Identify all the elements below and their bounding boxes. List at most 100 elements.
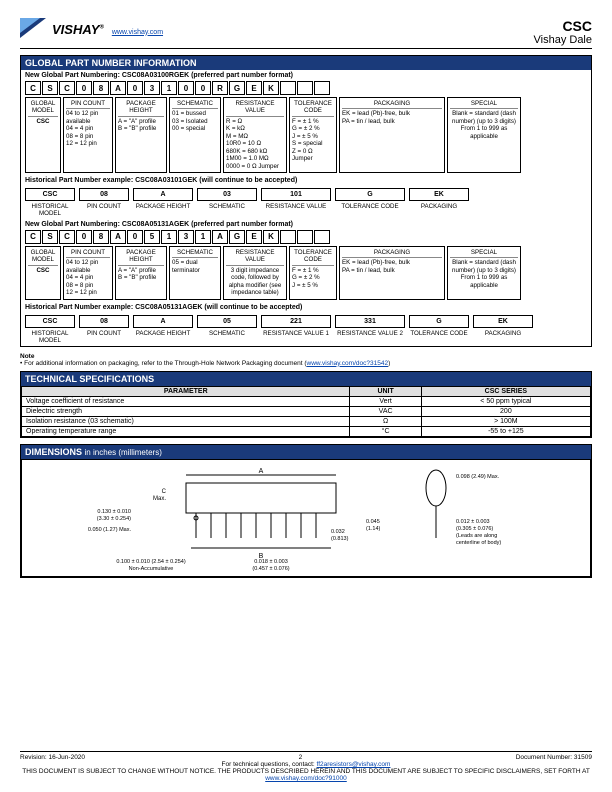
col-v: EK = lead (Pb)-free, bulk PA = tin / lea…: [342, 259, 442, 274]
hist-cell: 331: [335, 315, 405, 328]
col-h: SCHEMATIC: [172, 100, 218, 109]
pn-cell: [314, 81, 330, 95]
spec-table: PARAMETERUNITCSC SERIES Voltage coeffici…: [21, 386, 591, 437]
header-url[interactable]: www.vishay.com: [112, 29, 163, 36]
pn-cell: 8: [93, 81, 109, 95]
hist-cell: EK: [473, 315, 533, 328]
svg-text:0.032(0.813): 0.032(0.813): [331, 529, 349, 542]
pn1-label: New Global Part Numbering: CSC08A03100RG…: [21, 70, 591, 81]
pn-cell: 0: [76, 81, 92, 95]
svg-text:0.018 ± 0.003(0.457 ± 0.076): 0.018 ± 0.003(0.457 ± 0.076): [252, 559, 289, 572]
col-h: PACKAGE HEIGHT: [118, 100, 164, 117]
hist2-label: Historical Part Number example: CSC08A05…: [21, 302, 591, 313]
spec-cell: °C: [350, 426, 421, 436]
contact-label: For technical questions, contact:: [222, 761, 315, 768]
col-h: RESISTANCE VALUE: [226, 100, 284, 117]
col-h: PIN COUNT: [66, 249, 110, 258]
svg-text:0.100 ± 0.010 (2.54 ± 0.254)No: 0.100 ± 0.010 (2.54 ± 0.254)Non-Accumula…: [116, 559, 186, 572]
col-h: GLOBAL MODEL: [28, 249, 58, 266]
note-label: Note: [20, 353, 34, 360]
pn-cell: 8: [93, 230, 109, 244]
header-right: CSC Vishay Dale: [534, 18, 593, 46]
spec-cell: Vert: [350, 396, 421, 406]
svg-text:A: A: [259, 468, 264, 475]
spec-col: UNIT: [350, 386, 421, 396]
hist-cell: 05: [197, 315, 257, 328]
page-subtitle: Vishay Dale: [534, 34, 593, 46]
dim-diagram: A CMax. B 0.130 ± 0.010(3.30 ± 0.254) 0.…: [21, 459, 591, 577]
note-link[interactable]: www.vishay.com/doc?31542: [307, 360, 389, 367]
col-v: A = "A" profile B = "B" profile: [118, 118, 164, 133]
col-h: SPECIAL: [450, 249, 518, 258]
hist1-labels: HISTORICAL MODELPIN COUNTPACKAGE HEIGHTS…: [21, 203, 591, 219]
dim-title: DIMENSIONS: [25, 447, 82, 457]
col-h: SPECIAL: [450, 100, 518, 109]
hist2-labels: HISTORICAL MODELPIN COUNTPACKAGE HEIGHTS…: [21, 330, 591, 346]
col-v: CSC: [28, 118, 58, 125]
hist-label: TOLERANCE CODE: [409, 330, 469, 344]
hist-label: RESISTANCE VALUE: [261, 203, 331, 217]
hist-cell: CSC: [25, 315, 75, 328]
hist-label: RESISTANCE VALUE 2: [335, 330, 405, 344]
pn-cell: G: [229, 81, 245, 95]
pn-cell: E: [246, 230, 262, 244]
col-h: PACKAGING: [342, 100, 442, 109]
pn-cell: C: [25, 230, 41, 244]
spec-cell: VAC: [350, 406, 421, 416]
spec-cell: 200: [421, 406, 590, 416]
pn-cell: S: [42, 230, 58, 244]
pn-cell: A: [110, 230, 126, 244]
spec-cell: Ω: [350, 416, 421, 426]
hist-cell: 08: [79, 188, 129, 201]
brand: VISHAY: [52, 22, 99, 37]
hist-label: HISTORICAL MODEL: [25, 330, 75, 344]
spec-cell: Dielectric strength: [22, 406, 350, 416]
pn-cell: A: [110, 81, 126, 95]
pn-cell: 0: [195, 81, 211, 95]
hist1-row: CSC08A03101GEK: [21, 186, 591, 203]
pn-cell: 1: [195, 230, 211, 244]
col-v: 04 to 12 pin available 04 = 4 pin 08 = 8…: [66, 110, 110, 147]
hist-cell: G: [409, 315, 469, 328]
tech-spec-box: TECHNICAL SPECIFICATIONS PARAMETERUNITCS…: [20, 371, 592, 438]
col-v: F = ± 1 % G = ± 2 % J = ± 5 % S = specia…: [292, 118, 334, 163]
pn-cell: [297, 230, 313, 244]
pn2-cells: CSC08A05131AGEK: [21, 230, 591, 244]
spec-cell: Operating temperature range: [22, 426, 350, 436]
col-h: PIN COUNT: [66, 100, 110, 109]
col-v: R = Ω K = kΩ M = MΩ 10R0 = 10 Ω 680K = 6…: [226, 118, 284, 170]
col-h: PACKAGING: [342, 249, 442, 258]
hist-cell: 101: [261, 188, 331, 201]
svg-text:0.050 (1.27) Max.: 0.050 (1.27) Max.: [88, 527, 132, 533]
hist-cell: 03: [197, 188, 257, 201]
footer: Revision: 16-Jun-2020 2 Document Number:…: [20, 751, 592, 782]
pn-cell: [280, 230, 296, 244]
pn-cell: 3: [144, 81, 160, 95]
hist-cell: A: [133, 188, 193, 201]
contact-email[interactable]: ff2aresistors@vishay.com: [317, 761, 391, 768]
hist2-row: CSC08A05221331GEK: [21, 313, 591, 330]
dimensions-box: DIMENSIONS in inches (millimeters) A CMa…: [20, 444, 592, 578]
svg-text:0.130 ± 0.010(3.30 ± 0.254): 0.130 ± 0.010(3.30 ± 0.254): [97, 509, 131, 522]
pn1-cells: CSC08A03100RGEK: [21, 81, 591, 95]
pn-cell: 0: [76, 230, 92, 244]
hist-label: PACKAGE HEIGHT: [133, 330, 193, 344]
hist-label: PIN COUNT: [79, 203, 129, 217]
spec-cell: Voltage coefficient of resistance: [22, 396, 350, 406]
col-v: Blank = standard (dash number) (up to 3 …: [450, 110, 518, 140]
col-h: TOLERANCE CODE: [292, 249, 334, 266]
pn-cell: [297, 81, 313, 95]
pn-cell: [314, 230, 330, 244]
pn-cell: 1: [161, 81, 177, 95]
pn-cell: K: [263, 81, 279, 95]
pn-cell: 3: [178, 230, 194, 244]
col-v: A = "A" profile B = "B" profile: [118, 267, 164, 282]
dim-sub: in inches (millimeters): [85, 448, 162, 457]
pn-cell: C: [59, 230, 75, 244]
svg-text:C: C: [162, 489, 167, 495]
hist-cell: EK: [409, 188, 469, 201]
pn2-label: New Global Part Numbering: CSC08A05131AG…: [21, 219, 591, 230]
disclaimer-link[interactable]: www.vishay.com/doc?91000: [265, 775, 347, 782]
pn-cell: 0: [127, 230, 143, 244]
hist-label: TOLERANCE CODE: [335, 203, 405, 217]
